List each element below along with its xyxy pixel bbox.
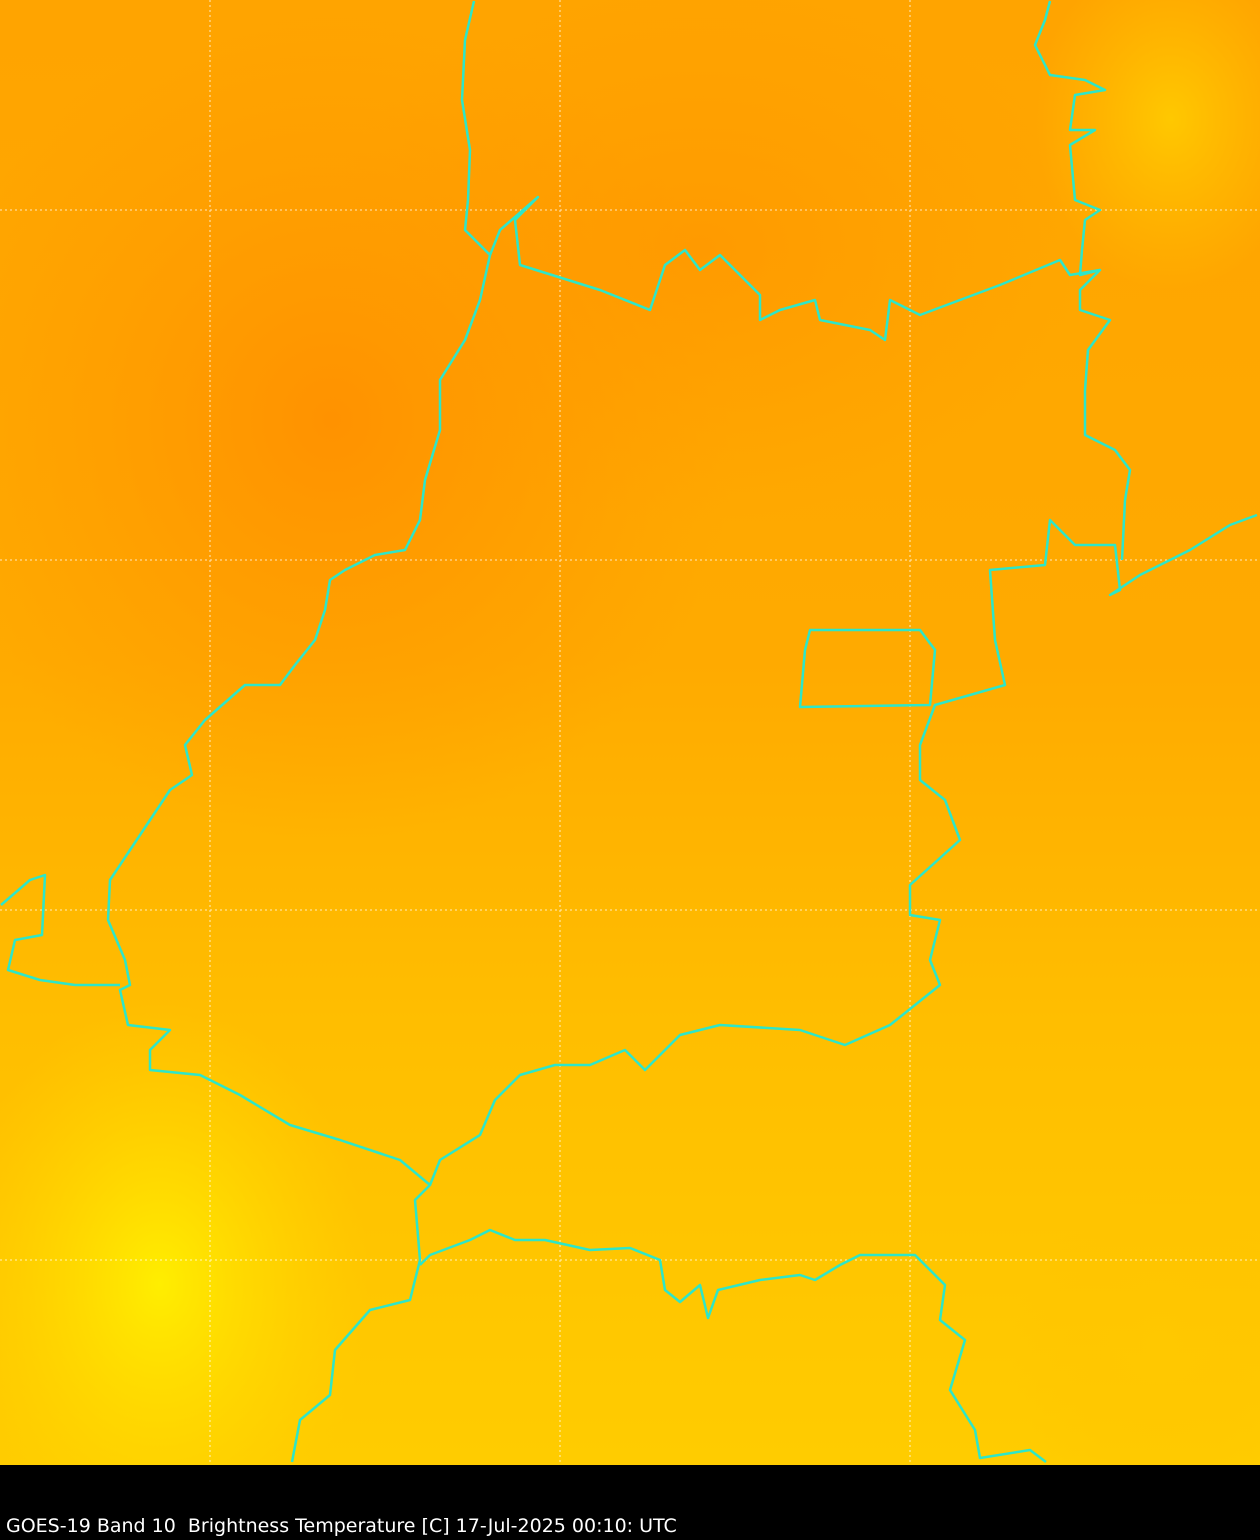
border-line (488, 195, 1132, 561)
border-line (0, 873, 120, 987)
cool-region (960, 1150, 1260, 1465)
border-line (106, 0, 492, 1463)
caption-bar: GOES-19 Band 10 Brightness Temperature [… (0, 1465, 1260, 1540)
state-borders (0, 0, 1258, 1463)
border-line (419, 1228, 1047, 1463)
image-caption: GOES-19 Band 10 Brightness Temperature [… (6, 1515, 677, 1537)
satellite-image-map (0, 0, 1260, 1465)
border-line (428, 513, 1258, 1186)
border-district (798, 628, 937, 709)
cool-region (990, 0, 1260, 340)
gridlines (0, 0, 1260, 1464)
warm-region (320, 0, 1080, 550)
border-line (1033, 0, 1107, 277)
